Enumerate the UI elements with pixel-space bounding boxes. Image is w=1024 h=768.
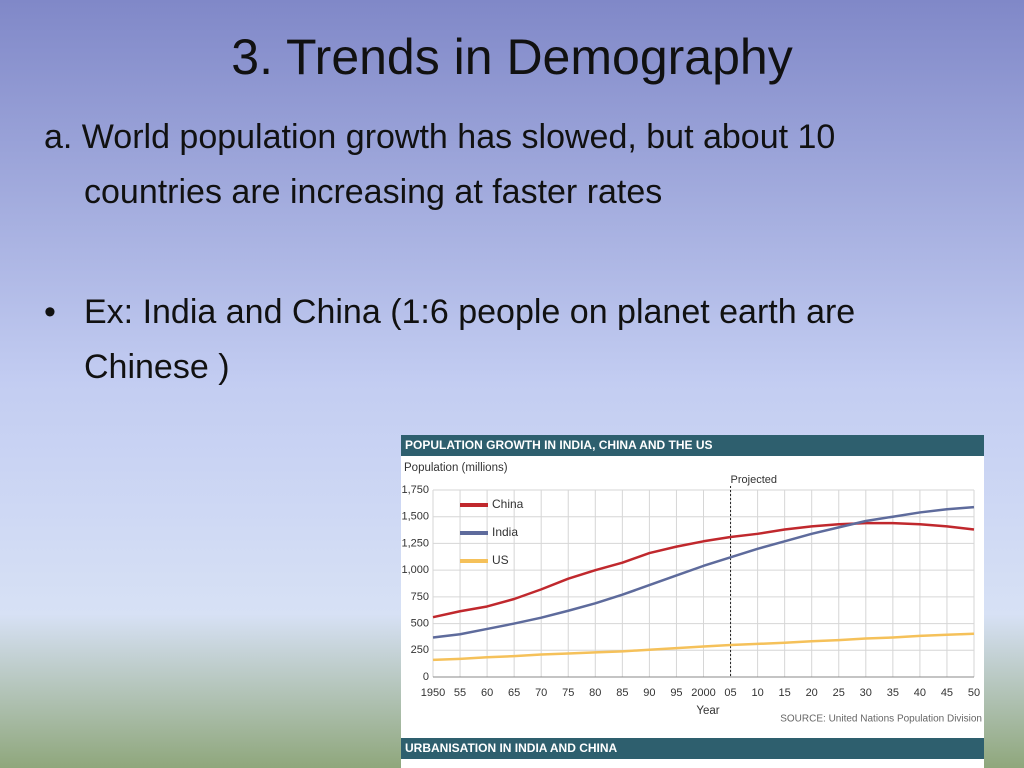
x-tick-label: 2000 (691, 687, 715, 699)
annotation: Projected (731, 474, 777, 486)
x-tick-label: 80 (589, 687, 601, 699)
y-tick-label: 1,750 (401, 484, 429, 496)
y-tick-label: 0 (423, 671, 429, 683)
x-axis-label: Year (696, 705, 719, 717)
y-tick-label: 1,500 (401, 511, 429, 523)
x-tick-label: 20 (806, 687, 818, 699)
x-tick-label: 90 (643, 687, 655, 699)
y-tick-label: 1,000 (401, 564, 429, 576)
y-tick-label: 500 (411, 617, 429, 629)
x-tick-label: 60 (481, 687, 493, 699)
x-tick-label: 30 (860, 687, 872, 699)
slide-title: 3. Trends in Demography (231, 29, 793, 85)
x-tick-label: 95 (670, 687, 682, 699)
legend-label: US (492, 553, 509, 567)
x-tick-label: 40 (914, 687, 926, 699)
legend-label: India (492, 525, 518, 539)
y-axis-label: Population (millions) (404, 462, 508, 474)
x-tick-label: 55 (454, 687, 466, 699)
series-line (432, 521, 975, 619)
x-tick-label: 45 (941, 687, 953, 699)
x-tick-label: 10 (751, 687, 763, 699)
x-tick-label: 15 (779, 687, 791, 699)
bullet: Ex: India and China (1:6 people on plane… (44, 285, 924, 395)
x-tick-label: 35 (887, 687, 899, 699)
next-panel-header (401, 738, 984, 759)
x-tick-label: 50 (968, 687, 980, 699)
bullet: a. World population growth has slowed, b… (44, 118, 836, 211)
chart-header (401, 435, 984, 456)
x-tick-label: 70 (535, 687, 547, 699)
x-tick-label: 1950 (421, 687, 445, 699)
series-line (432, 505, 975, 639)
next-panel-body (401, 759, 984, 768)
y-tick-label: 750 (411, 591, 429, 603)
series-line (432, 632, 975, 662)
x-tick-label: 25 (833, 687, 845, 699)
next-panel-title: URBANISATION IN INDIA AND CHINA (405, 741, 618, 755)
y-tick-label: 1,250 (401, 537, 429, 549)
chart-title: POPULATION GROWTH IN INDIA, CHINA AND TH… (405, 438, 713, 452)
x-tick-label: 05 (724, 687, 736, 699)
x-tick-label: 75 (562, 687, 574, 699)
x-tick-label: 85 (616, 687, 628, 699)
legend-label: China (492, 497, 524, 511)
x-tick-label: 65 (508, 687, 520, 699)
source: SOURCE: United Nations Population Divisi… (780, 714, 982, 725)
y-tick-label: 250 (411, 644, 429, 656)
